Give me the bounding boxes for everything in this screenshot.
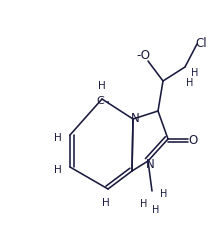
Text: H: H — [98, 81, 106, 91]
Text: N: N — [146, 157, 154, 170]
Text: ·: · — [106, 96, 110, 109]
Text: H: H — [160, 188, 168, 198]
Text: H: H — [186, 78, 194, 88]
Text: C: C — [96, 96, 104, 106]
Text: N: N — [131, 111, 139, 124]
Text: H: H — [152, 204, 160, 214]
Text: H: H — [102, 197, 110, 207]
Text: -O: -O — [136, 48, 150, 61]
Text: Cl: Cl — [195, 36, 207, 49]
Text: H: H — [140, 198, 148, 208]
Text: O: O — [188, 133, 198, 146]
Text: H: H — [54, 132, 62, 142]
Text: H: H — [54, 164, 62, 174]
Text: H: H — [191, 68, 199, 78]
